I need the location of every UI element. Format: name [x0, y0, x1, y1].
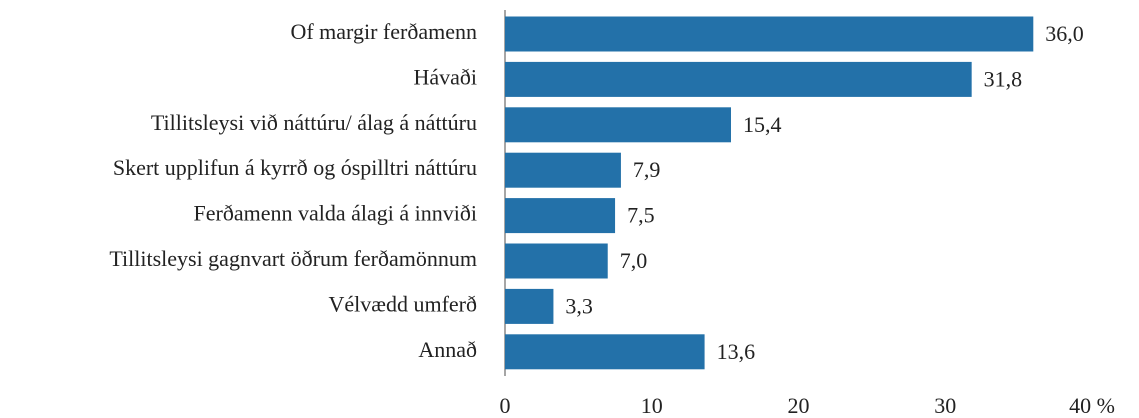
- y-tick-label: Tillitsleysi við náttúru/ álag á náttúru: [151, 110, 477, 135]
- bar: [505, 243, 608, 279]
- bar: [505, 152, 621, 188]
- y-tick-label: Of margir ferðamenn: [290, 19, 477, 44]
- x-tick-label: 40 %: [1069, 393, 1115, 418]
- value-label: 7,9: [633, 157, 661, 182]
- value-label: 36,0: [1045, 21, 1084, 46]
- bar: [505, 334, 705, 370]
- x-tick-label: 0: [500, 393, 511, 418]
- y-tick-label: Hávaði: [413, 64, 477, 89]
- value-label: 31,8: [984, 66, 1023, 91]
- y-tick-label: Annað: [418, 337, 477, 362]
- value-label: 3,3: [565, 293, 593, 318]
- x-tick-label: 10: [641, 393, 663, 418]
- value-label: 15,4: [743, 112, 782, 137]
- bar: [505, 288, 554, 324]
- bar: [505, 107, 731, 143]
- value-label: 7,0: [620, 248, 648, 273]
- y-tick-label: Skert upplifun á kyrrð og óspilltri nátt…: [113, 155, 477, 180]
- bar: [505, 16, 1034, 52]
- x-tick-label: 20: [788, 393, 810, 418]
- bar: [505, 61, 972, 97]
- bar: [505, 198, 616, 234]
- x-tick-label: 30: [934, 393, 956, 418]
- value-label: 7,5: [627, 203, 655, 228]
- value-label: 13,6: [717, 339, 756, 364]
- y-tick-label: Tillitsleysi gagnvart öðrum ferðamönnum: [109, 246, 477, 271]
- y-tick-label: Ferðamenn valda álagi á innviði: [194, 201, 477, 226]
- y-tick-label: Vélvædd umferð: [329, 291, 477, 316]
